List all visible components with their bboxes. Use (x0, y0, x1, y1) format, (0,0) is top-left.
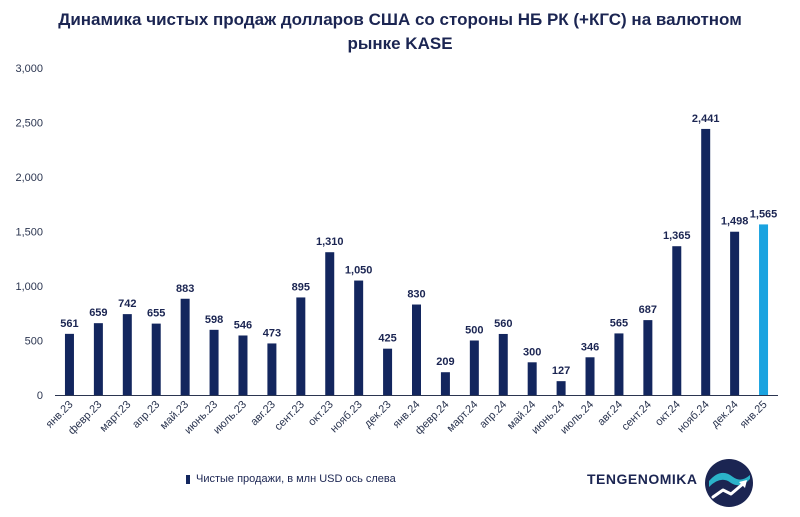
y-tick-label: 1,500 (15, 227, 43, 239)
bar (440, 372, 450, 395)
bar (730, 231, 740, 395)
data-label: 659 (89, 307, 107, 319)
data-label: 1,050 (345, 265, 373, 277)
data-label: 300 (523, 346, 541, 358)
bar (469, 340, 479, 395)
data-label: 565 (610, 317, 628, 329)
data-label: 895 (292, 281, 310, 293)
bar (64, 333, 74, 395)
data-label: 742 (118, 298, 136, 310)
data-label: 655 (147, 308, 165, 320)
y-tick-label: 500 (25, 336, 43, 348)
y-axis: 0 500 1,000 1,500 2,000 2,500 3,000 (15, 63, 43, 402)
legend-swatch (186, 474, 190, 484)
bar (151, 323, 161, 395)
bar (614, 333, 624, 395)
data-label: 209 (436, 356, 454, 368)
y-tick-label: 0 (37, 390, 43, 402)
data-label: 1,365 (663, 230, 691, 242)
x-tick-label: апр.23 (130, 399, 162, 431)
bar (209, 329, 219, 395)
bar (267, 343, 277, 395)
x-tick-label: март.23 (98, 399, 134, 435)
bar (556, 381, 566, 395)
bar (701, 128, 711, 395)
y-tick-label: 2,000 (15, 172, 43, 184)
x-tick-label: дек.23 (362, 399, 394, 431)
data-label: 127 (552, 365, 570, 377)
data-label: 546 (234, 319, 252, 331)
data-label: 883 (176, 283, 194, 295)
x-tick-label: янв.25 (738, 399, 770, 431)
x-tick-label: апр.24 (477, 399, 509, 431)
bar (527, 362, 537, 395)
bar (643, 320, 653, 395)
bars (64, 128, 769, 395)
bar (585, 357, 595, 395)
data-label: 346 (581, 341, 599, 353)
bar (238, 335, 248, 395)
bar (122, 314, 132, 395)
bar (296, 297, 306, 395)
x-axis: янв.23февр.23март.23апр.23май.23июнь.23и… (44, 399, 770, 437)
data-label: 2,441 (692, 113, 720, 125)
data-labels: 561 659 742 655 883 598 546 473 895 1,310 1,050 425… (60, 113, 777, 377)
data-label: 473 (263, 327, 281, 339)
x-tick-label: нояб.24 (675, 399, 712, 436)
data-label: 598 (205, 314, 223, 326)
data-label: 561 (60, 318, 78, 330)
bar (412, 304, 421, 395)
data-label: 500 (465, 325, 483, 337)
bar (498, 333, 508, 395)
y-tick-label: 3,000 (15, 63, 43, 75)
bar (383, 348, 393, 395)
bar (354, 280, 364, 395)
legend-label: Чистые продажи, в млн USD ось слева (196, 473, 396, 485)
data-label: 1,498 (721, 216, 749, 228)
legend: Чистые продажи, в млн USD ось слева (186, 473, 396, 485)
x-tick-label: сент.24 (619, 399, 654, 434)
y-tick-label: 2,500 (15, 118, 43, 130)
bar (180, 298, 190, 395)
brand-name: TENGENOMIKA (587, 471, 698, 487)
chart-title: Динамика чистых продаж долларов США со с… (58, 10, 742, 53)
bar (759, 224, 769, 395)
data-label: 560 (494, 318, 512, 330)
data-label: 687 (639, 304, 657, 316)
tengenomika-logo-icon (705, 459, 753, 507)
x-tick-label: нояб.23 (328, 399, 365, 436)
data-label: 425 (378, 333, 396, 345)
data-label: 830 (407, 289, 425, 301)
x-tick-label: сент.23 (272, 399, 307, 434)
bar (672, 246, 682, 395)
bar (93, 323, 103, 395)
x-tick-label: март.24 (445, 399, 481, 435)
y-tick-label: 1,000 (15, 281, 43, 293)
bar (325, 252, 335, 395)
data-label: 1,565 (750, 208, 778, 220)
data-label: 1,310 (316, 236, 344, 248)
x-tick-label: дек.24 (709, 399, 741, 431)
